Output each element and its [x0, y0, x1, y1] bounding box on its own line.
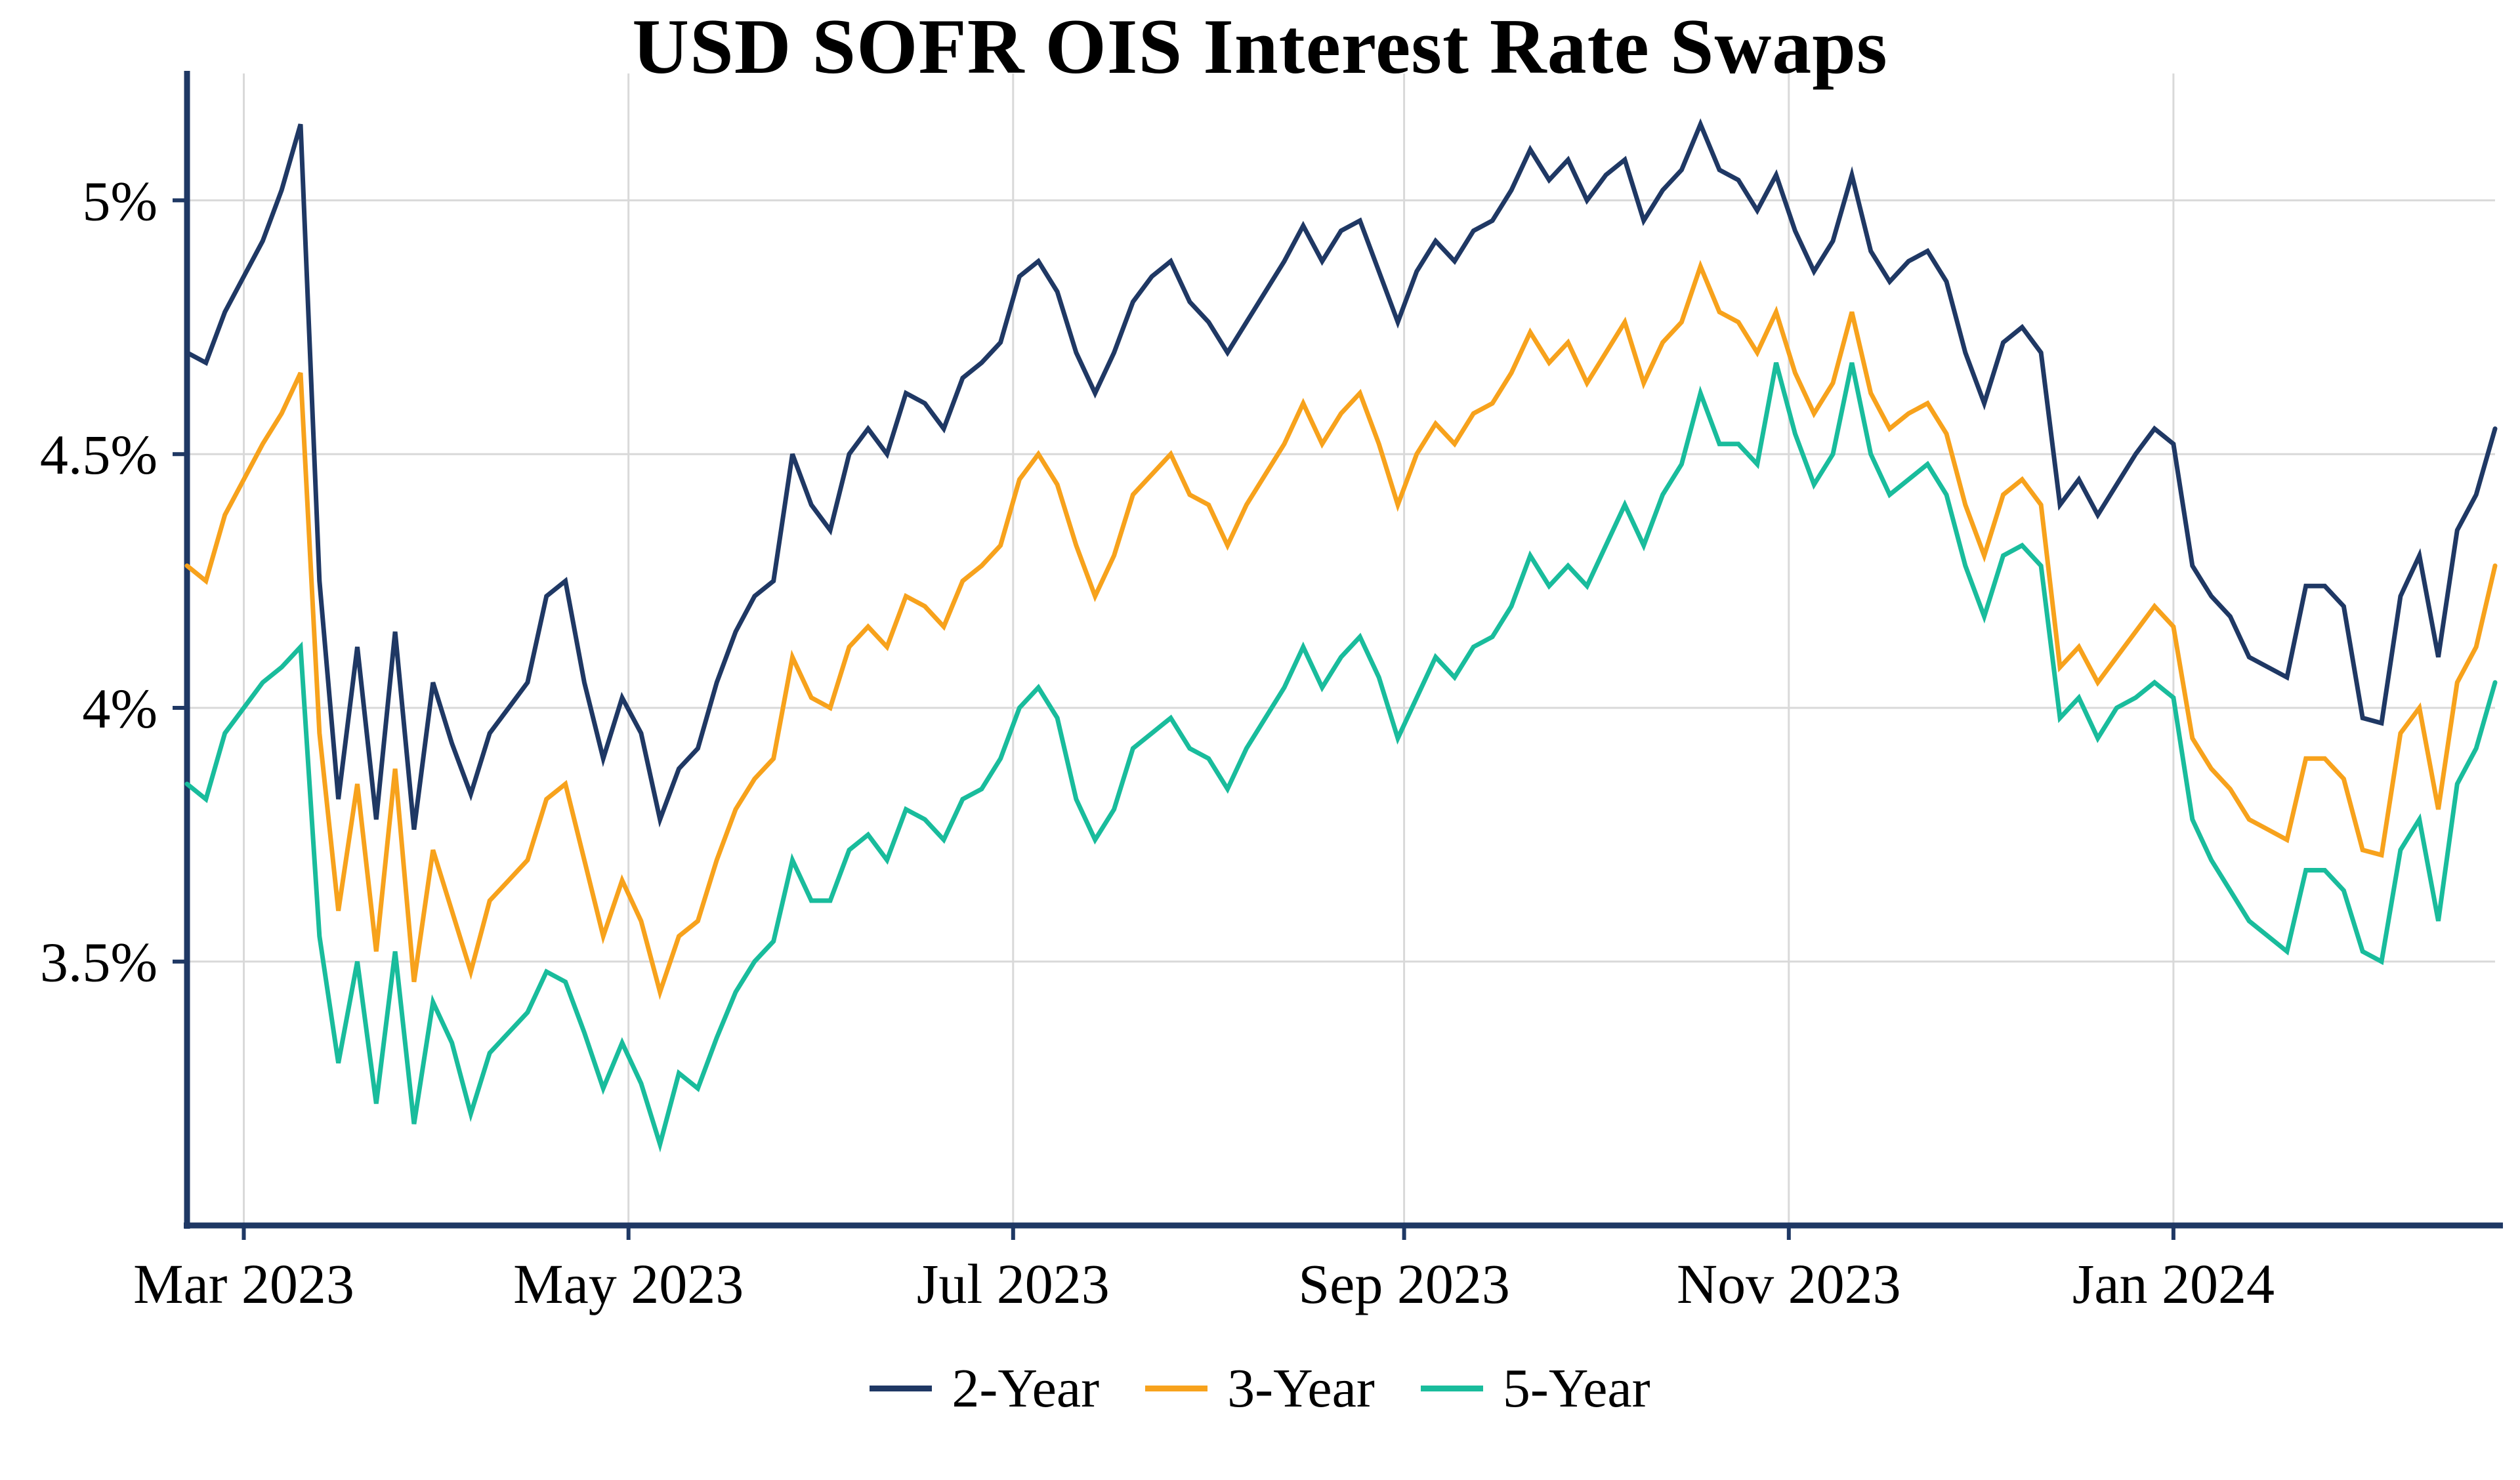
x-tick-label: Mar 2023 — [133, 1252, 354, 1315]
series-line-3-year — [184, 260, 2498, 1000]
legend-swatch-2-year — [870, 1386, 933, 1391]
legend-swatch-5-year — [1420, 1386, 1483, 1391]
legend-label-3-year: 3-Year — [1227, 1358, 1375, 1419]
legend-label-5-year: 5-Year — [1502, 1358, 1650, 1419]
y-tick-label: 5% — [82, 169, 158, 232]
x-tick-label: Jan 2024 — [2072, 1252, 2275, 1315]
legend: 2-Year 3-Year 5-Year — [0, 1357, 2520, 1420]
legend-label-2-year: 2-Year — [952, 1358, 1100, 1419]
y-tick-label: 4.5% — [40, 423, 158, 486]
x-tick-label: May 2023 — [513, 1252, 744, 1315]
y-tick-label: 4% — [82, 677, 158, 740]
chart-title: USD SOFR OIS Interest Rate Swaps — [632, 3, 1888, 90]
x-tick-label: Jul 2023 — [917, 1252, 1110, 1315]
legend-swatch-3-year — [1145, 1386, 1208, 1391]
x-tick-label: Nov 2023 — [1677, 1252, 1901, 1315]
x-tick-label: Sep 2023 — [1298, 1252, 1510, 1315]
series-line-2-year — [184, 118, 2498, 831]
legend-item-3-year: 3-Year — [1145, 1357, 1375, 1420]
legend-item-2-year: 2-Year — [870, 1357, 1099, 1420]
legend-item-5-year: 5-Year — [1420, 1357, 1650, 1420]
y-tick-label: 3.5% — [40, 931, 158, 994]
series-line-5-year — [184, 361, 2498, 1153]
